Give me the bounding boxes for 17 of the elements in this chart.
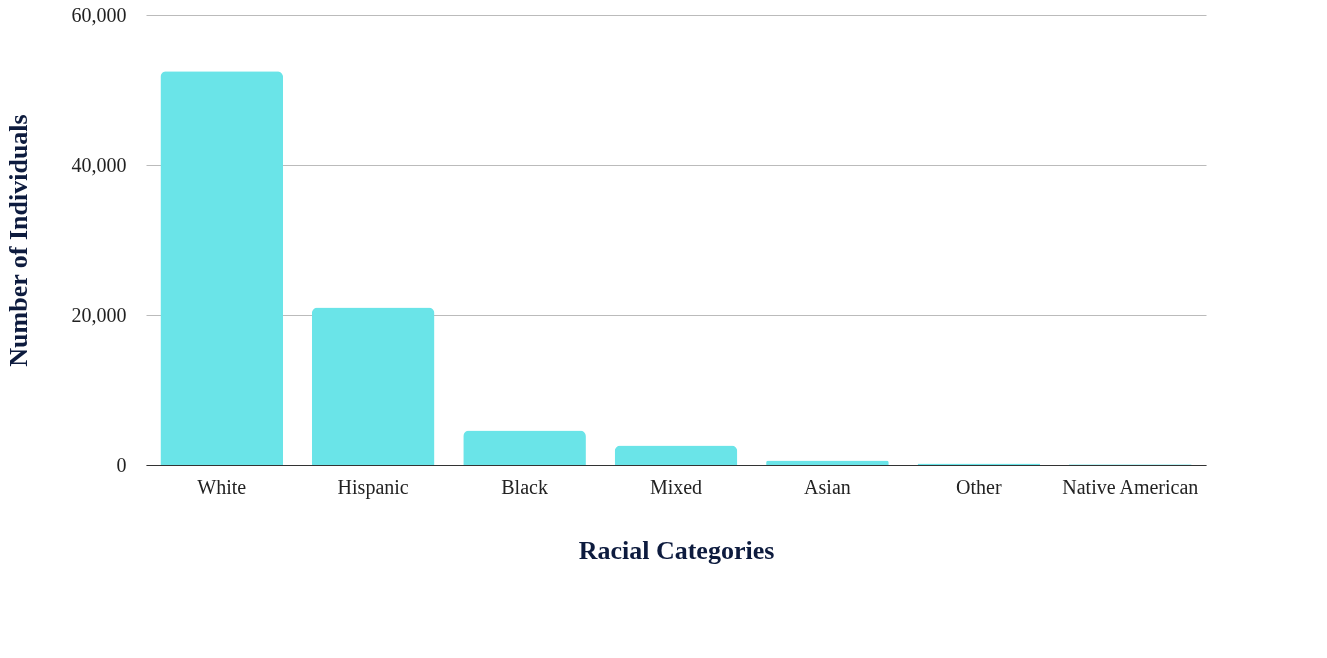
bar	[463, 430, 586, 465]
y-tick-label: 20,000	[71, 303, 127, 326]
y-tick-label: 60,000	[71, 3, 127, 26]
y-tick-label: 40,000	[71, 153, 127, 176]
x-tick-label: Native American	[1062, 475, 1199, 498]
x-axis-title: Racial Categories	[578, 535, 775, 565]
y-axis-title: Number of Individuals	[3, 114, 33, 367]
x-tick-label: White	[197, 475, 247, 498]
bar	[614, 445, 738, 465]
x-tick-label: Asian	[804, 475, 851, 498]
x-tick-label: Black	[501, 475, 548, 498]
x-tick-label: Mixed	[649, 475, 703, 498]
bar	[160, 71, 284, 465]
x-tick-label: Hispanic	[337, 475, 409, 499]
x-tick-label: Other	[956, 475, 1002, 498]
y-tick-label: 0	[116, 453, 127, 476]
bar	[311, 307, 435, 465]
